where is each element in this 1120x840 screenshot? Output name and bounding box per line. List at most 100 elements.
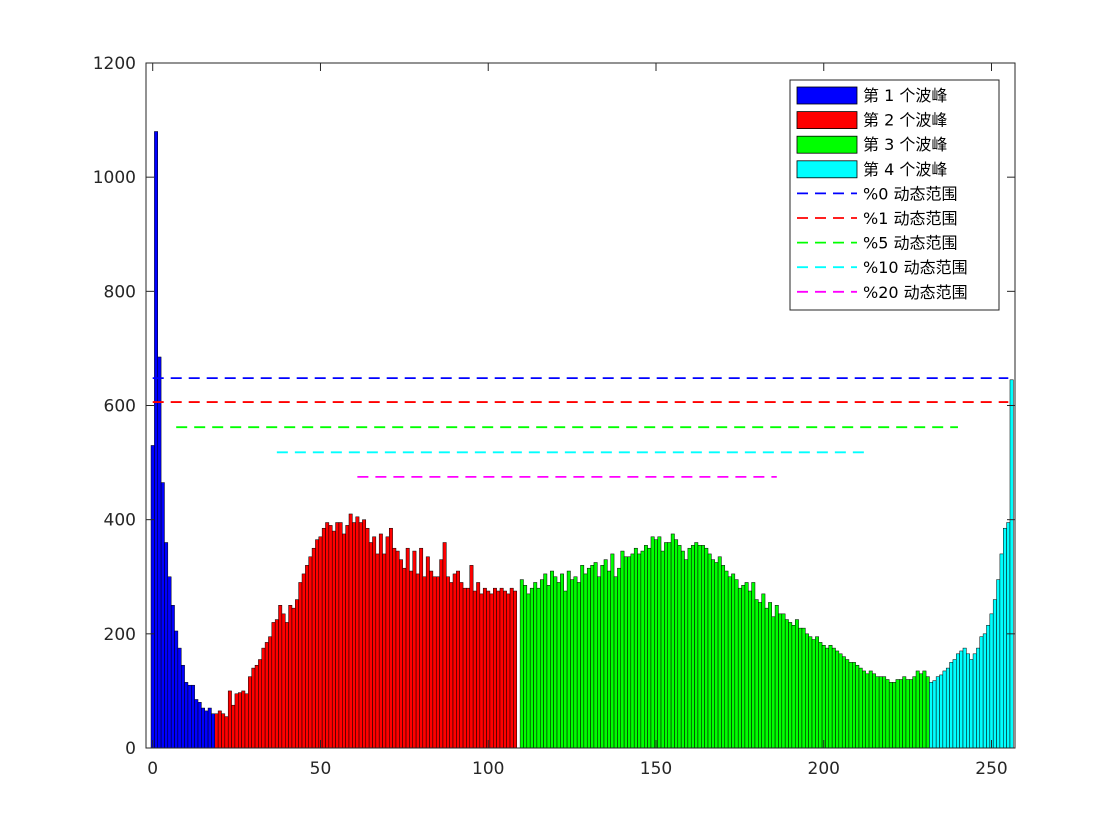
bar-peak-2 xyxy=(281,613,286,749)
bar-peak-2 xyxy=(271,622,276,749)
bar-peak-2 xyxy=(493,587,497,749)
legend-swatch xyxy=(796,111,858,129)
bar-peak-3 xyxy=(768,602,773,749)
bar-peak-3 xyxy=(865,673,870,749)
bar-peak-4 xyxy=(1006,522,1011,749)
bar-peak-2 xyxy=(311,547,316,749)
bar-peak-3 xyxy=(553,576,558,749)
bar-peak-3 xyxy=(701,545,705,749)
bar-peak-3 xyxy=(674,539,679,749)
bar-peak-2 xyxy=(509,587,514,749)
bar-peak-3 xyxy=(899,679,903,749)
bar-peak-4 xyxy=(982,633,987,749)
bar-peak-4 xyxy=(935,676,940,749)
bar-peak-4 xyxy=(929,682,934,749)
bar-peak-3 xyxy=(774,605,779,749)
bar-peak-4 xyxy=(952,659,957,749)
bar-peak-4 xyxy=(939,674,944,749)
bar-peak-3 xyxy=(905,679,910,749)
x-tick-label: 150 xyxy=(640,759,672,779)
bar-peak-4 xyxy=(996,579,1001,749)
bar-peak-2 xyxy=(482,587,487,749)
legend-label: %20 动态范围 xyxy=(863,283,968,302)
bar-peak-3 xyxy=(640,550,645,749)
bar-peak-2 xyxy=(449,582,454,749)
bar-peak-2 xyxy=(258,659,263,749)
bar-peak-3 xyxy=(637,553,642,749)
bar-peak-3 xyxy=(707,553,712,749)
bar-peak-3 xyxy=(526,593,531,749)
bar-peak-2 xyxy=(264,642,269,749)
bar-peak-3 xyxy=(922,670,927,749)
bar-peak-1 xyxy=(164,542,169,749)
bar-peak-2 xyxy=(318,536,323,749)
bar-peak-3 xyxy=(781,613,786,749)
bar-peak-4 xyxy=(932,680,937,749)
bar-peak-3 xyxy=(657,536,662,749)
x-tick-label: 250 xyxy=(975,759,1007,779)
bar-peak-3 xyxy=(647,547,652,749)
bar-peak-3 xyxy=(566,570,571,749)
bar-peak-1 xyxy=(211,713,216,749)
bar-peak-2 xyxy=(315,539,320,749)
bar-peak-1 xyxy=(201,707,205,749)
bar-peak-2 xyxy=(452,573,457,749)
bar-peak-2 xyxy=(291,607,296,749)
bar-peak-3 xyxy=(546,585,551,749)
bar-peak-3 xyxy=(590,565,595,749)
bar-peak-2 xyxy=(415,573,420,749)
bar-peak-2 xyxy=(298,582,303,749)
ticks-group: 0 50 100 150 200 250 0 200 400 600 800 1000 1200 xyxy=(93,54,1015,779)
bar-peak-3 xyxy=(882,676,887,749)
bar-peak-2 xyxy=(442,542,447,749)
bar-peak-3 xyxy=(694,542,699,749)
bar-peak-3 xyxy=(644,545,648,749)
bar-peak-2 xyxy=(513,590,518,749)
bar-peak-3 xyxy=(778,613,783,749)
bar-peak-2 xyxy=(399,559,403,749)
bar-peak-3 xyxy=(815,636,819,749)
bar-peak-3 xyxy=(828,645,833,749)
bar-peak-2 xyxy=(358,522,363,749)
bar-peak-2 xyxy=(499,587,504,749)
bar-peak-2 xyxy=(469,565,474,749)
bar-peak-2 xyxy=(419,547,424,749)
bar-peak-2 xyxy=(254,664,259,749)
bar-peak-2 xyxy=(462,587,467,749)
bar-peak-3 xyxy=(603,559,608,749)
bar-peak-4 xyxy=(976,647,981,749)
bar-peak-4 xyxy=(949,662,954,749)
bar-peak-2 xyxy=(278,605,283,749)
bar-peak-3 xyxy=(677,545,682,749)
bar-peak-2 xyxy=(305,565,309,749)
bar-peak-3 xyxy=(734,579,739,749)
bar-peak-2 xyxy=(472,590,477,749)
bar-peak-1 xyxy=(207,707,212,749)
bar-peak-3 xyxy=(825,647,830,749)
bar-peak-3 xyxy=(670,533,675,749)
y-tick-label: 600 xyxy=(104,397,136,417)
bar-peak-2 xyxy=(378,533,383,749)
bar-peak-2 xyxy=(221,713,226,749)
bar-peak-3 xyxy=(875,676,880,749)
bar-peak-3 xyxy=(811,639,816,749)
bar-peak-3 xyxy=(597,576,601,749)
bar-peak-2 xyxy=(331,530,336,749)
bar-peak-3 xyxy=(784,619,789,749)
bar-peak-2 xyxy=(382,553,387,749)
bar-peak-2 xyxy=(365,527,370,749)
bar-peak-3 xyxy=(550,570,554,749)
bar-peak-3 xyxy=(821,645,826,749)
bar-peak-3 xyxy=(529,587,534,749)
bar-peak-3 xyxy=(697,545,702,749)
legend-label: %0 动态范围 xyxy=(863,184,957,203)
bar-peak-3 xyxy=(835,650,840,749)
y-tick-label: 800 xyxy=(104,282,136,302)
x-tick-label: 0 xyxy=(147,759,158,779)
bar-peak-3 xyxy=(761,593,766,749)
bar-peak-2 xyxy=(422,576,427,749)
bar-peak-2 xyxy=(342,533,346,749)
bar-peak-3 xyxy=(627,556,632,749)
bar-peak-3 xyxy=(848,662,853,749)
bar-peak-2 xyxy=(224,716,229,749)
